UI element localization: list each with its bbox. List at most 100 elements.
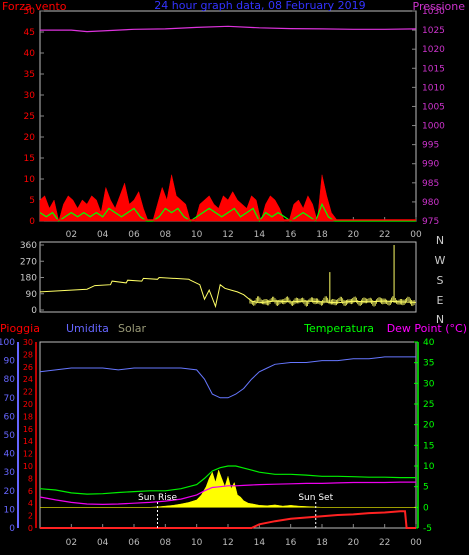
wind-axis-tick-label: 0 — [29, 217, 35, 227]
rain-axis-tick-label: 8 — [28, 474, 33, 483]
x-tick-label: 00 — [410, 230, 422, 240]
pressure-axis-tick-label: 1025 — [422, 26, 445, 36]
compass-label: E — [437, 294, 444, 307]
x-tick-label: 14 — [254, 230, 266, 240]
pressure-axis-tick-label: 985 — [422, 179, 439, 189]
x-tick-label: 14 — [254, 538, 266, 548]
humidity-axis-title: Umidita — [66, 322, 109, 335]
dew-point-axis-title: Dew Point (°C) — [387, 322, 467, 335]
pressure-axis-tick-label: 1020 — [422, 45, 445, 55]
x-tick-label: 06 — [128, 538, 140, 548]
sunrise-label: Sun Rise — [138, 493, 177, 503]
temperature-line — [39, 465, 416, 495]
temperature-axis-tick-label: 0 — [423, 503, 429, 513]
pressure-axis-tick-label: 1015 — [422, 64, 445, 74]
temperature-axis-tick-label: 40 — [423, 338, 435, 348]
wind-axis-tick-label: 35 — [24, 70, 35, 80]
temperature-axis-tick-label: 25 — [423, 400, 434, 410]
pressure-axis-tick-label: 1010 — [422, 83, 445, 93]
temperature-axis-tick-label: 30 — [423, 379, 435, 389]
x-tick-label: 08 — [160, 538, 172, 548]
humidity-axis-tick-label: 20 — [4, 487, 16, 497]
temperature-axis-tick-label: -5 — [423, 524, 432, 534]
sunset-label: Sun Set — [298, 493, 333, 503]
humidity-axis-tick-label: 10 — [4, 505, 16, 515]
wind-gust-area — [39, 174, 416, 222]
rain-axis-tick-label: 24 — [23, 375, 33, 384]
rain-axis-tick-label: 22 — [23, 388, 33, 397]
wind-axis-tick-label: 20 — [24, 133, 36, 143]
rain-axis-tick-label: 12 — [23, 450, 33, 459]
temperature-axis-tick-label: 15 — [423, 441, 434, 451]
dew-point-line — [39, 481, 416, 506]
x-tick-label: 18 — [316, 538, 328, 548]
x-tick-label: 06 — [128, 230, 140, 240]
direction-axis-tick-label: 90 — [26, 290, 38, 300]
pressure-axis-tick-label: 1000 — [422, 122, 445, 132]
x-tick-label: 16 — [285, 230, 297, 240]
humidity-axis-tick-label: 30 — [4, 468, 16, 478]
x-tick-label: 04 — [97, 538, 109, 548]
wind-average-line — [39, 202, 416, 223]
wind-pressure-plot-frame — [39, 10, 417, 222]
x-tick-label: 10 — [191, 538, 203, 548]
pressure-axis-tick-label: 995 — [422, 141, 439, 151]
humidity-axis-tick-label: 0 — [9, 524, 15, 534]
temperature-axis-tick-label: 10 — [423, 462, 435, 472]
rain-axis-tick-label: 18 — [23, 412, 33, 421]
humidity-axis-tick-label: 70 — [4, 394, 16, 404]
x-tick-label: 18 — [316, 230, 328, 240]
rain-line — [40, 510, 416, 529]
rain-axis-title: Pioggia — [0, 322, 40, 335]
pressure-axis-tick-label: 975 — [422, 217, 439, 227]
humidity-axis-tick-label: 80 — [4, 375, 16, 385]
humidity-line — [39, 356, 416, 399]
x-tick-label: 16 — [285, 538, 297, 548]
humidity-axis-tick-label: 50 — [4, 431, 16, 441]
direction-axis-tick-label: 270 — [20, 257, 37, 267]
x-tick-label: 00 — [410, 538, 422, 548]
humidity-axis-tick-label: 100 — [0, 338, 15, 348]
wind-pressure-panel: Forza vento 24 hour graph data, 08 Febru… — [2, 0, 465, 240]
x-tick-label: 12 — [222, 538, 233, 548]
wind-direction-line — [39, 276, 417, 309]
temperature-axis-tick-label: 35 — [423, 359, 434, 369]
compass-label: N — [436, 234, 444, 247]
rain-axis-tick-label: 2 — [28, 512, 33, 521]
rain-axis-tick-label: 6 — [28, 487, 33, 496]
x-tick-label: 20 — [348, 230, 360, 240]
rain-axis-tick-label: 10 — [23, 462, 33, 471]
rain-axis-tick-label: 26 — [23, 363, 33, 372]
compass-label: N — [436, 313, 444, 326]
x-tick-label: 22 — [379, 230, 390, 240]
wind-axis-tick-label: 50 — [24, 7, 36, 17]
direction-axis-tick-label: 180 — [20, 274, 37, 284]
pressure-axis-tick-label: 980 — [422, 198, 439, 208]
temperature-axis-tick-label: 5 — [423, 483, 429, 493]
wind-axis-tick-label: 45 — [24, 28, 35, 38]
rain-axis-tick-label: 4 — [28, 499, 33, 508]
direction-axis-tick-label: 360 — [20, 241, 37, 251]
temperature-axis-tick-label: 20 — [423, 421, 435, 431]
x-tick-label: 02 — [66, 230, 77, 240]
wind-axis-tick-label: 15 — [24, 154, 35, 164]
compass-label: S — [437, 274, 444, 287]
x-tick-label: 08 — [160, 230, 172, 240]
humidity-axis-tick-label: 60 — [4, 412, 16, 422]
wind-axis-tick-label: 10 — [24, 175, 36, 185]
rain-axis-tick-label: 28 — [23, 350, 33, 359]
direction-axis-tick-label: 0 — [31, 306, 37, 316]
wind-axis-tick-label: 40 — [24, 49, 36, 59]
pressure-line — [40, 25, 417, 33]
wind-axis-tick-label: 30 — [24, 91, 36, 101]
pressure-axis-tick-label: 990 — [422, 160, 439, 170]
rain-axis-tick-label: 16 — [23, 425, 33, 434]
rain-axis-tick-label: 30 — [23, 338, 33, 347]
chart-title: 24 hour graph data, 08 February 2019 — [154, 0, 365, 12]
humidity-axis-tick-label: 90 — [4, 357, 16, 367]
temperature-axis-title: Temperatura — [303, 322, 374, 335]
pressure-axis-tick-label: 1005 — [422, 102, 445, 112]
temperature-humidity-panel: Pioggia Umidita Solar Temperatura Dew Po… — [0, 322, 467, 548]
x-tick-label: 12 — [222, 230, 233, 240]
